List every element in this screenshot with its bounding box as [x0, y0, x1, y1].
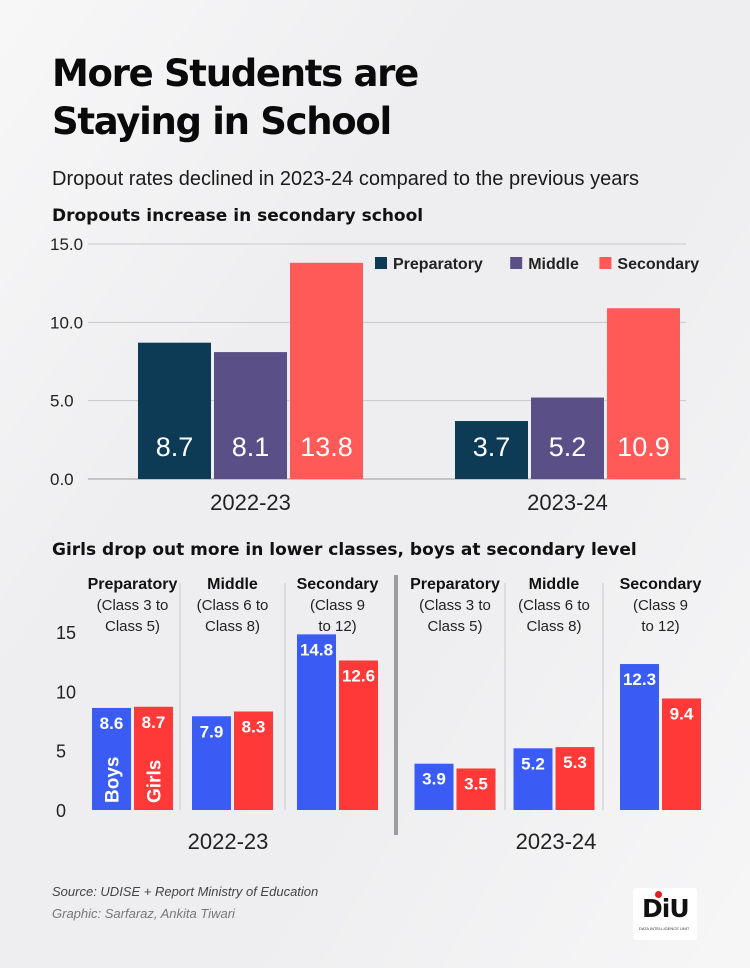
data-label: 14.8: [300, 640, 333, 659]
bottom-chart-title: Girls drop out more in lower classes, bo…: [52, 540, 637, 560]
bar-girls: [234, 711, 273, 810]
year-label: 2023-24: [516, 829, 597, 854]
y-tick-label: 15.0: [50, 235, 83, 254]
bar-preparatory: [455, 421, 528, 479]
group-description: Class 5): [105, 618, 160, 635]
data-label: 13.8: [300, 432, 353, 462]
page-subtitle: Dropout rates declined in 2023-24 compar…: [52, 168, 640, 190]
y-tick-label: 5.0: [50, 392, 74, 411]
logo-dot: [655, 891, 662, 898]
legend-label: Secondary: [617, 256, 699, 273]
group-description: (Class 3 to: [419, 597, 491, 614]
legend-label: Middle: [528, 256, 579, 273]
series-name-label: Girls: [145, 760, 166, 803]
x-category-label: 2022-23: [210, 490, 291, 515]
data-label: 8.7: [142, 713, 166, 732]
bar-girls: [134, 706, 173, 810]
data-label: 3.9: [422, 770, 446, 789]
group-name: Middle: [529, 576, 580, 593]
source-note: Source: UDISE + Report Ministry of Educa…: [52, 884, 319, 899]
bottom-chart: 0 5 10 15 Preparatory (Class 3 to Class 5) 8.6 8…: [56, 575, 702, 854]
group-description: (Class 6 to: [518, 597, 590, 614]
data-label: 12.3: [623, 670, 656, 689]
group-name: Secondary: [297, 576, 379, 593]
data-label: 7.9: [200, 722, 224, 741]
year-label: 2022-23: [188, 829, 269, 854]
page-title: More Students are Staying in School: [52, 52, 419, 143]
bar-girls: [662, 698, 701, 810]
y-tick-label: 0.0: [50, 470, 74, 489]
bar-boys: [414, 763, 454, 810]
bar-boys: [620, 664, 659, 810]
bar-girls: [456, 768, 496, 810]
group-description: (Class 9: [310, 597, 365, 614]
legend-swatch: [375, 257, 387, 269]
bar-secondary: [290, 262, 363, 479]
group-name: Middle: [207, 576, 258, 593]
y-tick-label: 10.0: [50, 313, 83, 332]
group-description: to 12): [641, 618, 679, 635]
bar-boys: [192, 716, 231, 810]
bar-boys: [297, 634, 336, 810]
y-tick-label: 5: [56, 742, 66, 762]
data-label: 5.2: [521, 754, 545, 773]
top-chart-title: Dropouts increase in secondary school: [52, 206, 424, 226]
group-description: Class 8): [205, 618, 260, 635]
data-label: 8.7: [156, 432, 194, 462]
group-description: Class 8): [526, 618, 581, 635]
y-tick-label: 0: [56, 801, 66, 821]
group-description: to 12): [318, 618, 356, 635]
legend-swatch: [599, 257, 612, 269]
bar-girls: [555, 747, 595, 810]
data-label: 12.6: [342, 666, 375, 685]
data-label: 8.6: [100, 714, 124, 733]
x-category-label: 2023-24: [527, 490, 608, 515]
data-label: 8.3: [242, 718, 266, 737]
data-label: 5.2: [549, 432, 587, 462]
legend-label: Preparatory: [393, 256, 483, 273]
bar-preparatory: [138, 342, 211, 479]
bar-boys: [92, 707, 131, 810]
bar-middle: [214, 352, 287, 479]
y-tick-label: 10: [56, 682, 76, 702]
y-tick-label: 15: [56, 623, 76, 643]
graphic-credit: Graphic: Sarfaraz, Ankita Tiwari: [52, 906, 235, 921]
bar-middle: [531, 397, 604, 479]
group-description: Class 5): [427, 618, 482, 635]
group-description: (Class 6 to: [197, 597, 269, 614]
bar-secondary: [607, 308, 680, 479]
group-name: Preparatory: [410, 576, 500, 593]
legend-swatch: [510, 257, 523, 269]
top-chart: 0.0 5.0 10.0 15.0 8.7 8.1 13.8 2022-23 3.7 5.2 10.…: [50, 235, 699, 515]
data-label: 3.5: [464, 774, 488, 793]
data-label: 9.4: [670, 704, 694, 723]
logo-tagline: DATA INTELLIGENCE UNIT: [639, 926, 690, 931]
group-description: (Class 9: [633, 597, 688, 614]
group-description: (Class 3 to: [97, 597, 169, 614]
diu-logo: DiU DATA INTELLIGENCE UNIT: [633, 888, 697, 940]
series-name-label: Boys: [103, 757, 124, 803]
data-label: 5.3: [563, 753, 587, 772]
bar-boys: [513, 748, 553, 810]
group-name: Preparatory: [88, 576, 178, 593]
group-name: Secondary: [620, 576, 702, 593]
bar-girls: [339, 660, 378, 810]
data-label: 10.9: [617, 432, 670, 462]
logo-text: DiU: [642, 894, 690, 923]
data-label: 8.1: [232, 432, 270, 462]
data-label: 3.7: [473, 432, 511, 462]
